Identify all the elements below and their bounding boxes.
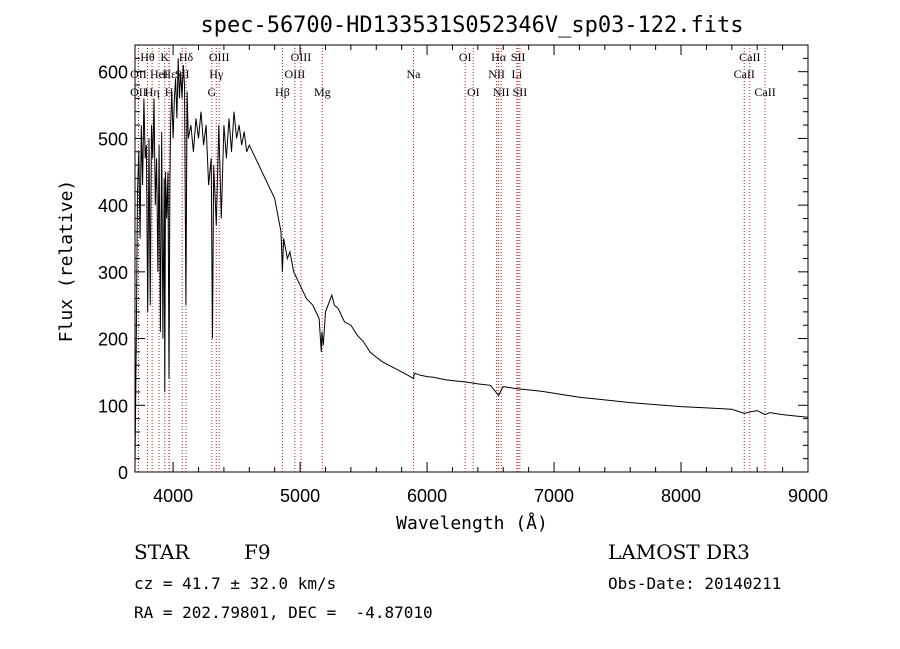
line-marker-label: Hδ xyxy=(179,50,194,64)
line-marker-label: CaII xyxy=(739,50,760,64)
line-marker-label: Li xyxy=(511,67,522,81)
y-tick-label: 300 xyxy=(98,263,128,283)
line-marker-label: NII xyxy=(493,85,510,99)
line-marker-label: CaII xyxy=(754,85,775,99)
line-marker-label: Hβ xyxy=(275,85,290,99)
x-axis-label: Wavelength (Å) xyxy=(396,512,548,534)
line-marker-label: G xyxy=(207,85,216,99)
line-marker-label: HeI xyxy=(150,67,168,81)
line-marker-label: Mg xyxy=(314,85,331,99)
line-marker-label: OI xyxy=(459,50,472,64)
y-tick-label: 600 xyxy=(98,63,128,83)
coordinates: RA = 202.79801, DEC = -4.87010 xyxy=(134,603,433,622)
x-tick-label: 9000 xyxy=(788,486,828,506)
x-tick-label: 6000 xyxy=(407,486,447,506)
cz-value: cz = 41.7 ± 32.0 km/s xyxy=(134,574,337,593)
x-tick-label: 7000 xyxy=(534,486,574,506)
y-tick-label: 400 xyxy=(98,196,128,216)
line-marker-label: OIII xyxy=(285,67,306,81)
line-marker-label: SII xyxy=(175,67,190,81)
x-tick-label: 4000 xyxy=(153,486,193,506)
y-axis-label: Flux (relative) xyxy=(56,180,77,343)
line-marker-label: SII xyxy=(511,50,526,64)
y-tick-label: 0 xyxy=(118,463,128,483)
x-axis-ticks: 4000 5000 6000 7000 8000 9000 xyxy=(153,45,828,506)
x-tick-label: 8000 xyxy=(661,486,701,506)
class-label: STAR xyxy=(134,540,190,564)
line-marker-label: OII xyxy=(130,67,147,81)
line-marker-label: OIII xyxy=(291,50,312,64)
line-marker-label: SII xyxy=(513,85,528,99)
line-marker-label: H xyxy=(165,85,174,99)
spectrum-line xyxy=(134,58,809,466)
line-marker-label: Na xyxy=(406,67,421,81)
line-marker-label: Hε xyxy=(162,67,176,81)
line-marker-label: K xyxy=(160,50,169,64)
y-tick-label: 200 xyxy=(98,330,128,350)
subclass-label: F9 xyxy=(244,540,271,564)
obs-date: Obs-Date: 20140211 xyxy=(608,574,782,593)
line-marker-label: Hα xyxy=(491,50,507,64)
chart-title: spec-56700-HD133531S052346V_sp03-122.fit… xyxy=(200,13,743,38)
y-axis-ticks: 0 100 200 300 400 500 600 xyxy=(98,44,808,483)
line-marker-label: Hη xyxy=(145,85,160,99)
line-markers xyxy=(137,45,766,472)
y-tick-label: 500 xyxy=(98,129,128,149)
x-tick-label: 5000 xyxy=(280,486,320,506)
line-marker-label: CaII xyxy=(734,67,755,81)
line-marker-label: NII xyxy=(488,67,505,81)
line-marker-label: Hγ xyxy=(209,67,224,81)
survey-label: LAMOST DR3 xyxy=(608,540,750,564)
line-marker-label: OII xyxy=(130,85,147,99)
line-marker-label: OIII xyxy=(209,50,230,64)
line-marker-label: Hθ xyxy=(140,50,155,64)
line-marker-label: OI xyxy=(467,85,480,99)
y-tick-label: 100 xyxy=(98,396,128,416)
